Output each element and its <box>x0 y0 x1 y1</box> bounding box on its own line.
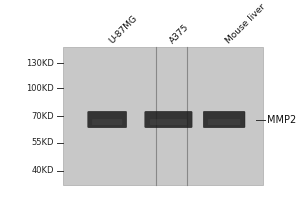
Text: A375: A375 <box>168 22 191 45</box>
FancyBboxPatch shape <box>208 119 240 125</box>
Text: 130KD: 130KD <box>26 59 54 68</box>
Text: 40KD: 40KD <box>32 166 54 175</box>
Text: 100KD: 100KD <box>26 84 54 93</box>
FancyBboxPatch shape <box>88 111 127 128</box>
Text: 55KD: 55KD <box>32 138 54 147</box>
FancyBboxPatch shape <box>150 119 187 125</box>
Text: U-87MG: U-87MG <box>107 14 139 45</box>
FancyBboxPatch shape <box>145 111 192 128</box>
Bar <box>63 47 263 185</box>
FancyBboxPatch shape <box>203 111 245 128</box>
FancyBboxPatch shape <box>92 119 122 125</box>
Text: MMP2: MMP2 <box>267 115 296 125</box>
Text: 70KD: 70KD <box>32 112 54 121</box>
Text: Mouse liver: Mouse liver <box>224 2 267 45</box>
